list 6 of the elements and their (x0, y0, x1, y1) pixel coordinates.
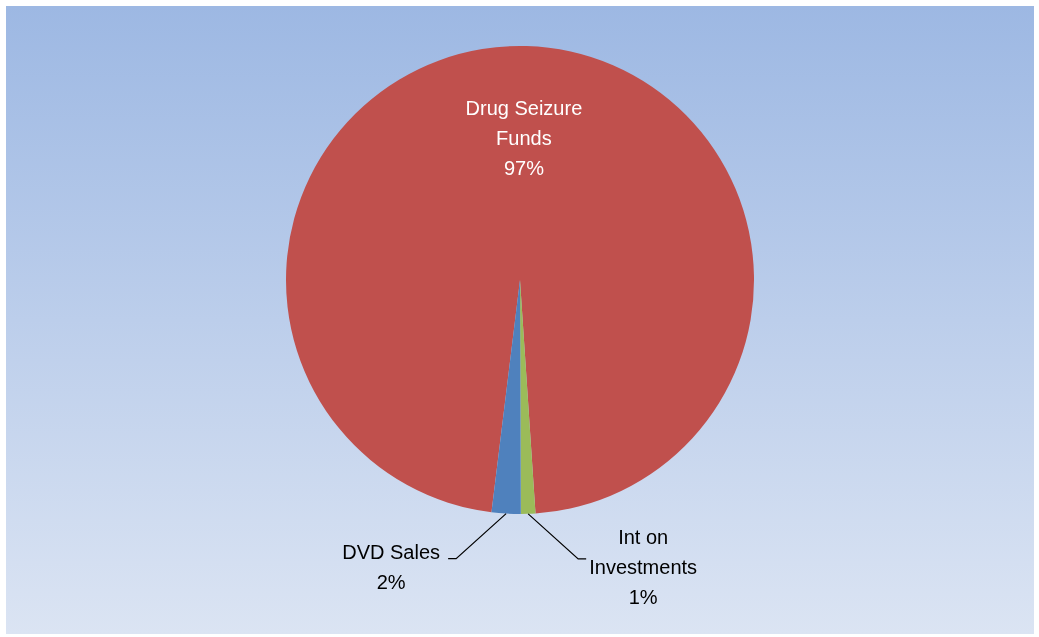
data-label: 2% (376, 571, 406, 594)
slice-label: Drug Seizure Funds (465, 97, 583, 150)
data-label: 1% (628, 586, 658, 609)
slice-label: DVD Sales (342, 541, 441, 564)
slice-label: Int on Investments (589, 526, 698, 579)
data-label: 97% (503, 157, 545, 180)
